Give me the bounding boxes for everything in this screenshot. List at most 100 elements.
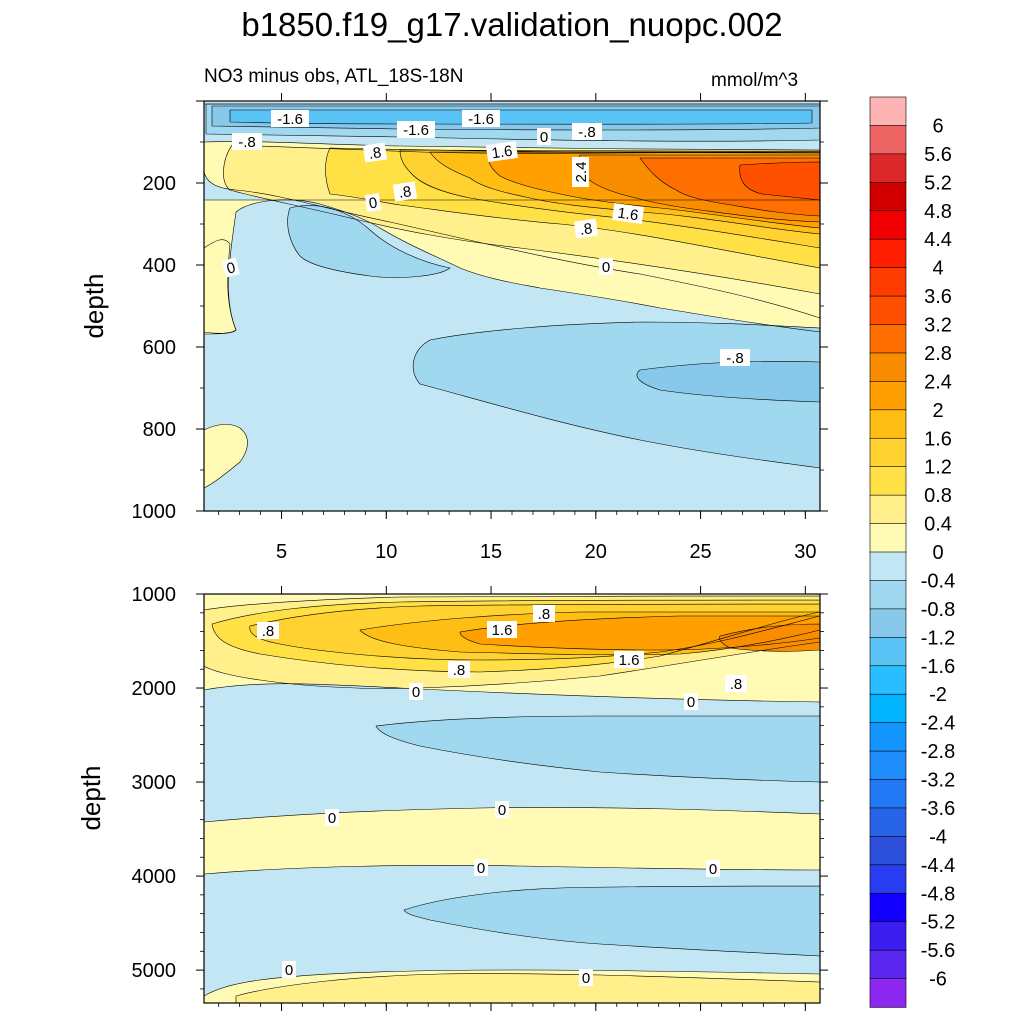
colorbar-swatch <box>869 182 907 212</box>
contour-label: -.8 <box>232 133 262 151</box>
colorbar-swatch <box>869 96 907 127</box>
contour-line <box>459 615 821 651</box>
svg-text:-.8: -.8 <box>238 134 256 151</box>
colorbar-label: 0.4 <box>924 514 952 536</box>
contour-label: .8 <box>392 181 418 202</box>
colorbar-swatch <box>869 807 907 838</box>
colorbar-label: -0.8 <box>921 599 955 621</box>
x-tick-label: 30 <box>794 541 816 563</box>
chart-title: b1850.f19_g17.validation_nuopc.002 <box>241 6 783 43</box>
svg-text:1.6: 1.6 <box>619 652 640 669</box>
lower-panel: 1000 2000 3000 4000 5000 .8 .8 1.6 1.6 .8 .8 0 0 0 0 0… <box>76 584 828 1011</box>
contour-line <box>211 105 821 131</box>
lower-axis-ticks: 1000 2000 3000 4000 5000 <box>132 584 828 1011</box>
colorbar-swatch <box>869 637 907 667</box>
contour-label: -1.6 <box>397 121 435 139</box>
colorbar: 6 5.6 5.2 4.8 4.4 4 3.6 3.2 2.8 2.4 2 1.6 1.2 0.8 0.4 0… <box>869 96 955 1008</box>
contour-line <box>375 715 821 783</box>
contour-label: -.8 <box>572 123 602 141</box>
colorbar-swatch <box>869 949 907 980</box>
svg-text:0: 0 <box>477 860 485 877</box>
svg-text:1.6: 1.6 <box>491 143 514 163</box>
contour-line <box>235 973 821 1004</box>
svg-text:.8: .8 <box>368 144 383 163</box>
svg-text:0: 0 <box>412 684 420 701</box>
contour-label: 1.6 <box>487 621 517 639</box>
colorbar-label: -4.4 <box>921 855 955 877</box>
svg-text:0: 0 <box>602 259 610 276</box>
colorbar-swatch <box>869 437 907 468</box>
contour-line <box>249 603 821 661</box>
colorbar-swatch <box>869 295 907 326</box>
svg-text:1.6: 1.6 <box>492 622 513 639</box>
colorbar-label: 3.2 <box>924 315 952 337</box>
svg-text:2.4: 2.4 <box>573 162 590 183</box>
contour-label: .8 <box>533 605 555 623</box>
svg-text:0: 0 <box>709 861 717 878</box>
contour-line <box>412 321 821 469</box>
contour-line <box>211 599 821 673</box>
y-tick-label: 3000 <box>132 772 177 794</box>
upper-axis-ticks: 5 10 15 20 25 30 200 400 600 800 1000 <box>132 93 828 563</box>
svg-text:-1.6: -1.6 <box>403 122 429 139</box>
colorbar-label: -5.6 <box>921 940 955 962</box>
y-tick-label: 200 <box>143 173 176 195</box>
contour-fill-region <box>636 361 820 402</box>
colorbar-swatch <box>869 466 907 496</box>
colorbar-swatch <box>869 608 907 639</box>
contour-fill-region <box>230 110 812 125</box>
colorbar-label: -4.8 <box>921 883 955 905</box>
contour-line <box>223 144 821 295</box>
colorbar-swatch <box>869 978 907 1008</box>
chart-subtitle: NO3 minus obs, ATL_18S-18N <box>204 66 464 87</box>
contour-line <box>203 595 821 689</box>
colorbar-swatch <box>869 324 907 354</box>
svg-text:-.8: -.8 <box>578 124 596 141</box>
colorbar-label: 4.4 <box>924 229 952 251</box>
colorbar-swatch <box>869 210 907 240</box>
svg-text:0: 0 <box>368 194 379 212</box>
units-label: mmol/m^3 <box>711 70 799 91</box>
y-tick-label: 4000 <box>132 866 177 888</box>
x-tick-label: 25 <box>689 541 711 563</box>
y-tick-label: 1000 <box>132 584 177 606</box>
lower-contour-fills <box>204 594 820 1003</box>
colorbar-label: 5.2 <box>924 172 952 194</box>
colorbar-label: -2.8 <box>921 741 955 763</box>
svg-text:.8: .8 <box>453 662 466 679</box>
contour-label: 1.6 <box>612 202 645 224</box>
colorbar-swatch <box>869 750 907 781</box>
contour-label: 0 <box>221 257 240 278</box>
colorbar-swatch <box>869 921 907 951</box>
y-tick-label: 1000 <box>132 501 177 523</box>
colorbar-swatch <box>869 722 907 752</box>
contour-fill-region <box>404 886 820 956</box>
colorbar-swatch <box>869 125 907 155</box>
svg-text:.8: .8 <box>538 606 551 623</box>
colorbar-swatch <box>869 892 907 923</box>
svg-text:0: 0 <box>687 694 695 711</box>
contour-fill-region <box>376 716 820 782</box>
contour-line <box>203 199 821 512</box>
colorbar-label: -6 <box>929 969 947 991</box>
colorbar-label: 2.8 <box>924 343 952 365</box>
colorbar-swatch <box>869 523 907 553</box>
colorbar-label: 0.8 <box>924 485 952 507</box>
contour-label: .8 <box>448 661 470 679</box>
colorbar-label: 2.4 <box>924 371 952 393</box>
contour-label: -1.6 <box>462 110 500 128</box>
y-tick-label: 800 <box>143 419 176 441</box>
colorbar-label: -1.2 <box>921 627 955 649</box>
colorbar-label: -3.2 <box>921 770 955 792</box>
contour-label: .8 <box>573 218 599 239</box>
contour-label: 0 <box>537 128 551 146</box>
svg-text:0: 0 <box>498 802 506 819</box>
svg-text:0: 0 <box>540 129 548 146</box>
contour-label: 0 <box>409 683 423 701</box>
colorbar-swatch <box>869 779 907 809</box>
contour-label: 0 <box>282 961 296 979</box>
y-tick-label: 600 <box>143 337 176 359</box>
colorbar-swatch <box>869 551 907 582</box>
